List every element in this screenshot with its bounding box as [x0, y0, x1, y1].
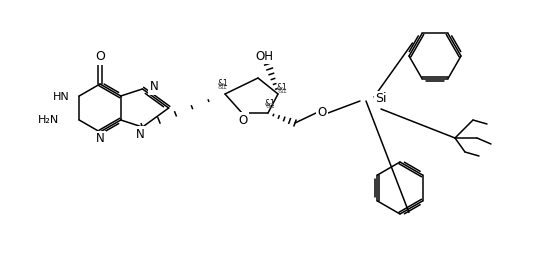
- Text: &1: &1: [265, 99, 275, 108]
- Text: N: N: [150, 80, 158, 93]
- Text: N: N: [136, 127, 145, 141]
- Text: O: O: [238, 113, 248, 126]
- Text: H₂N: H₂N: [38, 115, 59, 125]
- Text: H₂N: H₂N: [40, 115, 61, 125]
- Text: N: N: [96, 133, 104, 145]
- Text: O: O: [95, 50, 105, 63]
- Text: OH: OH: [255, 49, 273, 62]
- Text: OH: OH: [255, 49, 273, 62]
- Text: O: O: [95, 50, 105, 63]
- Text: &1: &1: [265, 103, 275, 109]
- Text: &1: &1: [278, 88, 288, 94]
- Text: N: N: [96, 133, 104, 145]
- Text: Si: Si: [375, 92, 387, 105]
- Text: O: O: [318, 106, 327, 120]
- Text: O: O: [318, 106, 327, 120]
- Text: Si: Si: [374, 92, 386, 105]
- Text: O: O: [238, 113, 248, 126]
- Text: &1: &1: [218, 80, 228, 89]
- Text: HN: HN: [55, 93, 71, 103]
- Text: &1: &1: [218, 84, 228, 90]
- Text: &1: &1: [276, 83, 287, 92]
- Text: HN: HN: [52, 92, 69, 102]
- Text: N: N: [150, 80, 158, 93]
- Text: N: N: [136, 127, 145, 141]
